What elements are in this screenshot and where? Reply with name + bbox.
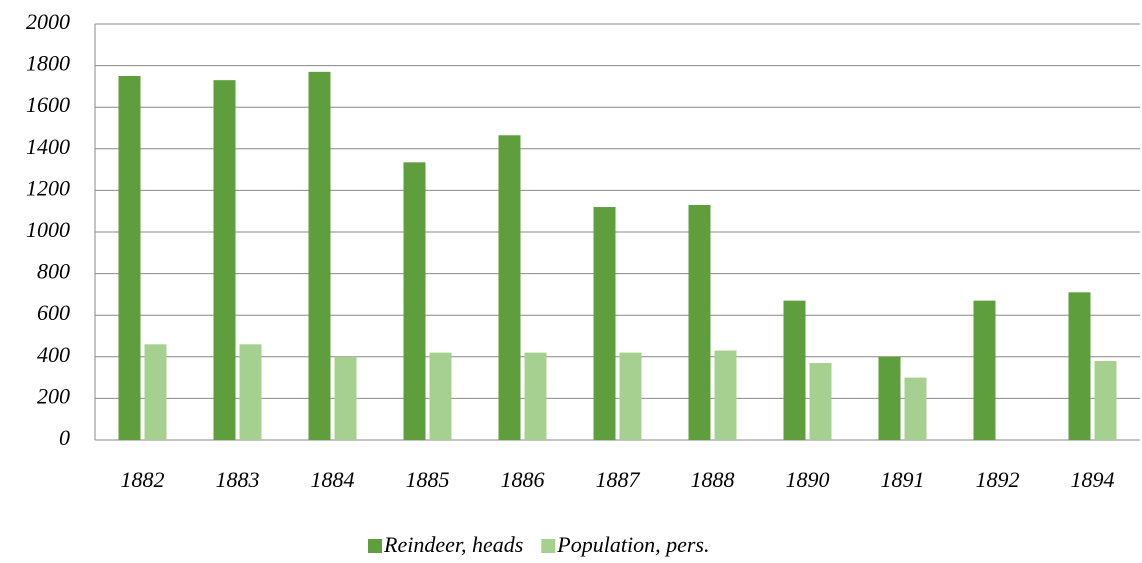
bar: [524, 352, 547, 440]
legend-swatch: [368, 539, 382, 553]
legend-swatch: [541, 539, 556, 553]
x-tick-label: 1885: [406, 467, 450, 492]
bar: [619, 352, 642, 440]
x-tick-label: 1888: [691, 467, 735, 492]
legend-label: Reindeer, heads: [383, 532, 523, 557]
y-tick-label: 1600: [26, 92, 70, 117]
y-tick-label: 1200: [26, 175, 70, 200]
y-tick-label: 200: [37, 383, 70, 408]
legend-label: Population, pers.: [556, 532, 709, 557]
bar: [904, 377, 927, 440]
bar: [783, 300, 806, 440]
y-tick-label: 0: [59, 425, 70, 450]
y-tick-label: 400: [37, 342, 70, 367]
x-tick-label: 1882: [121, 467, 165, 492]
bar: [1094, 360, 1117, 440]
bar: [809, 363, 832, 440]
bar: [144, 344, 167, 440]
x-tick-label: 1887: [596, 467, 641, 492]
bar: [118, 76, 141, 440]
bar: [688, 204, 711, 440]
bar: [973, 300, 996, 440]
bar: [714, 350, 737, 440]
y-tick-label: 800: [37, 259, 70, 284]
bar: [308, 71, 331, 440]
y-tick-label: 1800: [26, 51, 70, 76]
x-tick-label: 1894: [1071, 467, 1115, 492]
bar: [403, 162, 426, 440]
bar: [498, 135, 521, 440]
bar: [429, 352, 452, 440]
bar: [213, 80, 236, 440]
x-tick-label: 1891: [881, 467, 925, 492]
bar: [239, 344, 262, 440]
y-tick-label: 1000: [26, 217, 70, 242]
bar: [878, 356, 901, 440]
x-tick-label: 1890: [786, 467, 830, 492]
y-tick-label: 600: [37, 300, 70, 325]
y-tick-label: 2000: [26, 9, 70, 34]
x-tick-label: 1884: [311, 467, 355, 492]
bar: [334, 356, 357, 440]
x-tick-label: 1886: [501, 467, 545, 492]
bar: [1068, 292, 1091, 440]
bar: [593, 207, 616, 440]
x-tick-label: 1883: [216, 467, 260, 492]
y-tick-label: 1400: [26, 134, 70, 159]
x-tick-label: 1892: [976, 467, 1020, 492]
